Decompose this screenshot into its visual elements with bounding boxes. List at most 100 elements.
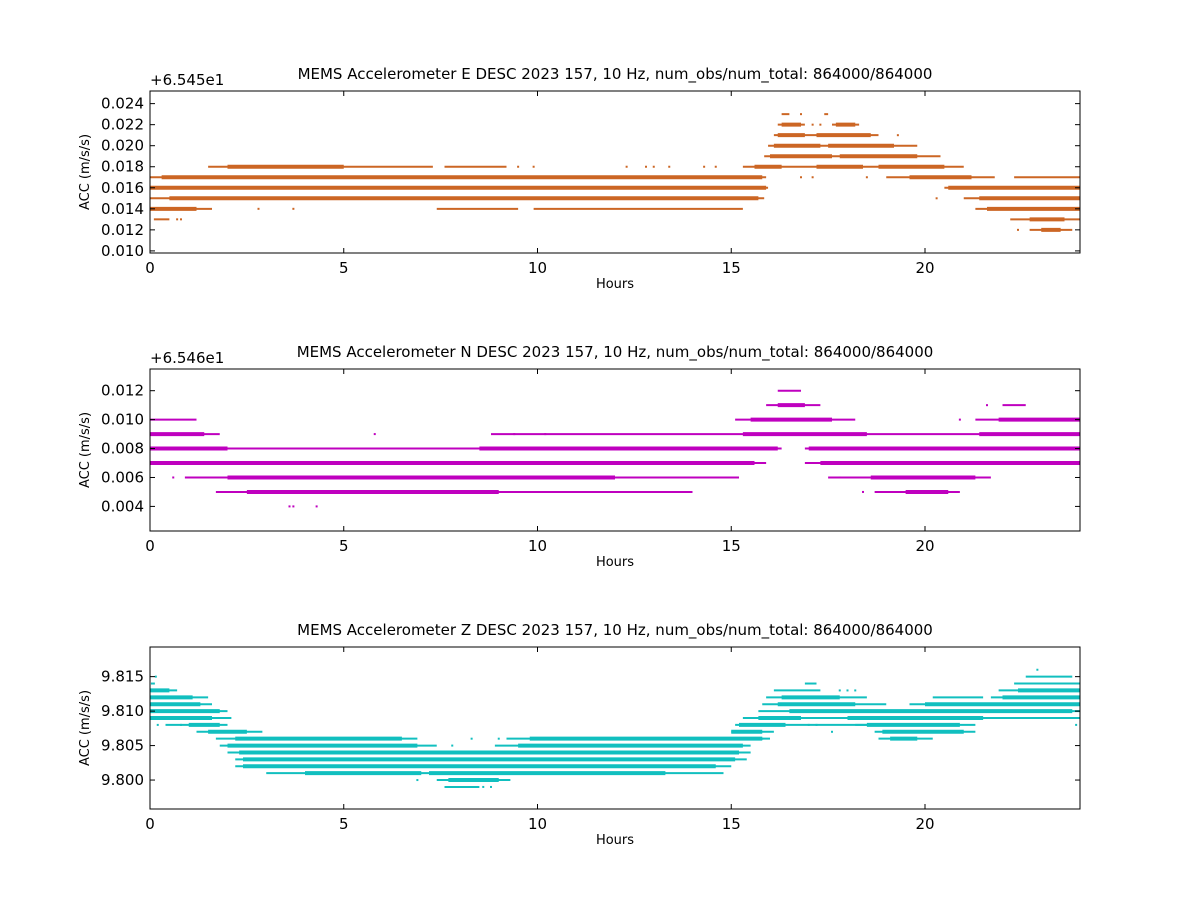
- data-point: [180, 218, 182, 221]
- y-tick-label: 0.010: [101, 242, 144, 260]
- data-point: [257, 207, 260, 210]
- data-point: [1017, 228, 1019, 231]
- data-point: [935, 197, 938, 200]
- data-point: [172, 476, 175, 479]
- data-point: [668, 165, 671, 168]
- data-point: [470, 737, 473, 740]
- y-tick-label: 0.008: [101, 440, 144, 458]
- axes-frame: [149, 90, 1081, 254]
- data-point: [517, 165, 520, 168]
- x-tick-label: 0: [145, 815, 155, 833]
- axes-frame: [149, 646, 1081, 810]
- chart-panel-2: 0 5 10 15 20 0.004 0.006 0.008 0.010 0.012 MEMS Ac…: [78, 343, 1081, 570]
- data-point: [854, 689, 857, 692]
- data-point: [373, 433, 376, 436]
- y-tick-label: 0.024: [101, 95, 144, 113]
- data-point: [846, 689, 849, 692]
- data-point: [490, 785, 492, 788]
- data-point: [532, 165, 535, 168]
- data-point: [807, 723, 810, 726]
- y-tick-label: 0.014: [101, 200, 144, 218]
- data-point: [176, 218, 179, 221]
- chart-title: MEMS Accelerometer E DESC 2023 157, 10 H…: [298, 65, 933, 84]
- data-point: [815, 723, 818, 726]
- data-point: [838, 476, 841, 479]
- y-tick-label: 9.800: [101, 771, 144, 789]
- data-point: [292, 505, 295, 508]
- y-tick-label: 0.016: [101, 179, 144, 197]
- data-point: [154, 675, 157, 678]
- data-point: [819, 123, 822, 126]
- x-tick-label: 10: [528, 537, 547, 555]
- data-point: [1075, 723, 1078, 726]
- data-point: [513, 433, 516, 436]
- x-tick-label: 10: [528, 815, 547, 833]
- data-point: [714, 165, 717, 168]
- chart-panel-1: 0 5 10 15 20 0.010 0.012 0.014 0.016 0.018 0.020 0.…: [78, 65, 1081, 292]
- y-offset-label: +6.545e1: [150, 71, 224, 89]
- x-tick-label: 0: [145, 259, 155, 277]
- data-point: [652, 165, 655, 168]
- data-point: [761, 737, 764, 740]
- x-tick-label: 20: [915, 815, 934, 833]
- x-tick-label: 20: [915, 259, 934, 277]
- data-point: [152, 682, 155, 685]
- x-tick-label: 15: [722, 815, 741, 833]
- y-tick-label: 0.010: [101, 411, 144, 429]
- data-series: [150, 389, 1080, 508]
- data-point: [862, 490, 864, 493]
- data-point: [916, 176, 919, 179]
- y-axis-label: ACC (m/s/s): [78, 690, 93, 766]
- data-point: [811, 123, 814, 126]
- data-point: [150, 682, 153, 685]
- x-tick-label: 5: [339, 259, 349, 277]
- data-point: [292, 207, 295, 210]
- y-tick-label: 0.012: [101, 221, 144, 239]
- chart-panel-3: 0 5 10 15 20 9.800 9.805 9.810 9.815 MEMS Acceler…: [78, 621, 1081, 848]
- y-tick-label: 9.805: [101, 737, 144, 755]
- y-axis-label: ACC (m/s/s): [78, 412, 93, 488]
- x-axis-label: Hours: [596, 833, 634, 848]
- x-tick-label: 15: [722, 537, 741, 555]
- x-tick-label: 5: [339, 815, 349, 833]
- data-point: [482, 785, 485, 788]
- y-axis-label: ACC (m/s/s): [78, 134, 93, 210]
- x-tick-label: 5: [339, 537, 349, 555]
- x-tick-label: 10: [528, 259, 547, 277]
- y-tick-label: 0.020: [101, 137, 144, 155]
- data-point: [288, 505, 291, 508]
- data-point: [497, 737, 500, 740]
- y-offset-label: +6.546e1: [150, 349, 224, 367]
- x-axis-label: Hours: [596, 555, 634, 570]
- x-tick-label: 0: [145, 537, 155, 555]
- x-tick-label: 20: [915, 537, 934, 555]
- data-point: [800, 176, 802, 179]
- data-point: [811, 176, 814, 179]
- data-point: [625, 165, 628, 168]
- chart-title: MEMS Accelerometer Z DESC 2023 157, 10 H…: [297, 621, 933, 640]
- data-point: [703, 165, 706, 168]
- data-point: [838, 689, 841, 692]
- data-series: [150, 668, 1080, 788]
- data-point: [645, 165, 647, 168]
- data-point: [986, 404, 988, 407]
- data-point: [1036, 668, 1039, 671]
- data-point: [416, 779, 419, 782]
- data-point: [800, 113, 802, 116]
- data-point: [156, 723, 159, 726]
- y-tick-label: 0.006: [101, 468, 144, 486]
- data-point: [315, 505, 318, 508]
- x-tick-label: 15: [722, 259, 741, 277]
- y-tick-label: 0.022: [101, 116, 144, 134]
- y-tick-label: 0.004: [101, 497, 144, 515]
- axes-frame: [149, 368, 1081, 532]
- y-tick-label: 9.810: [101, 702, 144, 720]
- chart-title: MEMS Accelerometer N DESC 2023 157, 10 H…: [297, 343, 934, 362]
- y-tick-label: 0.018: [101, 158, 144, 176]
- y-tick-label: 9.815: [101, 668, 144, 686]
- data-point: [865, 176, 868, 179]
- data-point: [180, 723, 182, 726]
- x-axis-label: Hours: [596, 277, 634, 292]
- y-tick-label: 0.012: [101, 382, 144, 400]
